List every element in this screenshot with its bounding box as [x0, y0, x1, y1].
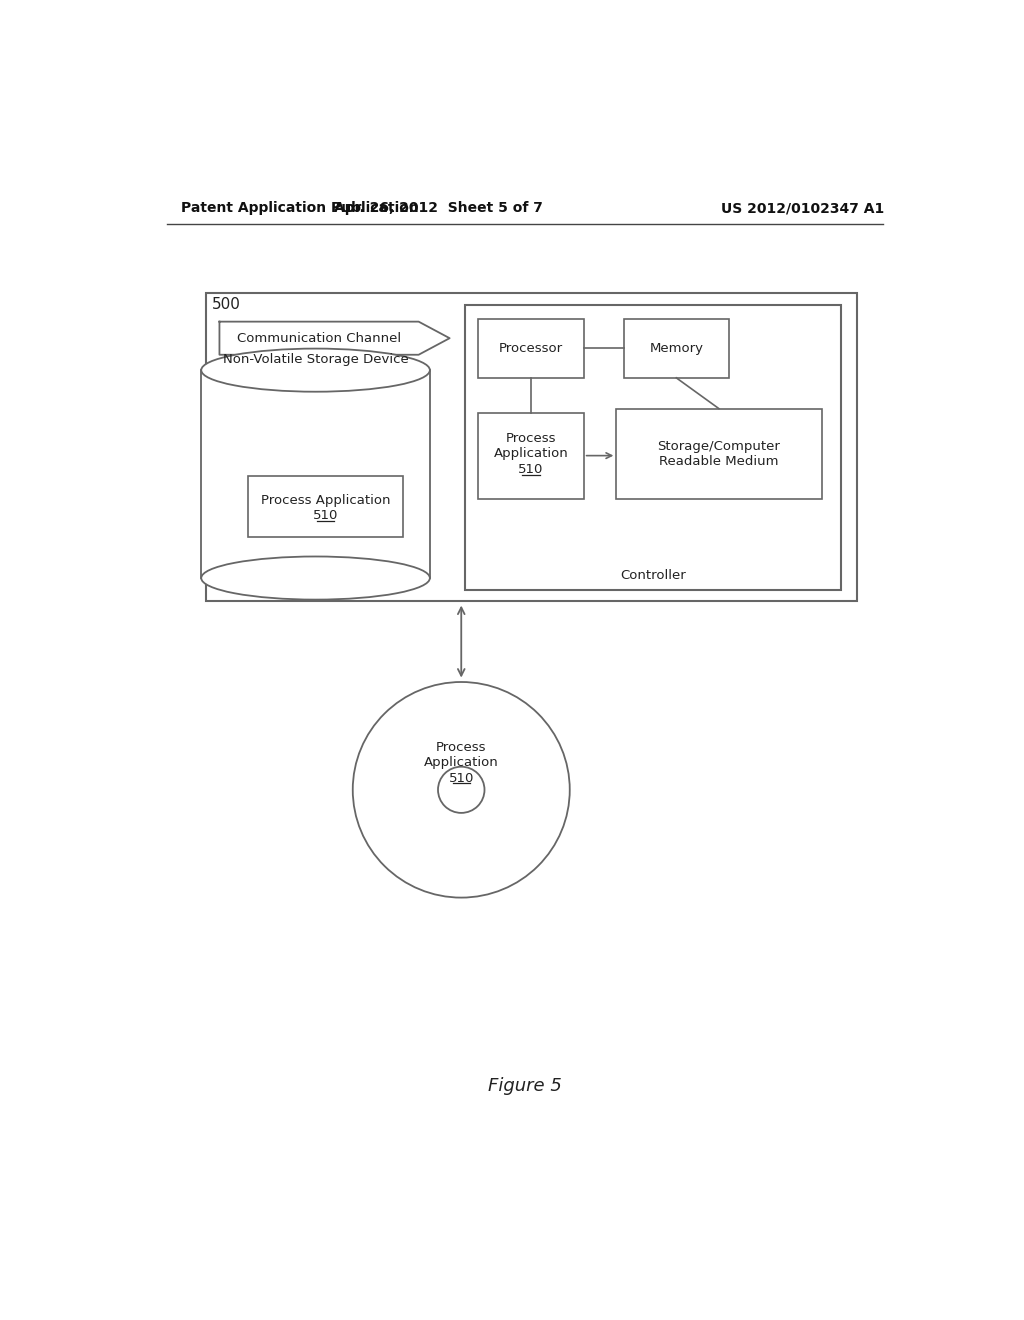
Text: Non-Volatile Storage Device: Non-Volatile Storage Device [222, 354, 409, 367]
Bar [202, 370, 430, 578]
Text: Processor: Processor [499, 342, 563, 355]
Text: 500: 500 [212, 297, 241, 312]
Text: Application: Application [424, 756, 499, 770]
Bar [248, 475, 403, 537]
Text: 510: 510 [313, 510, 338, 523]
Text: Patent Application Publication: Patent Application Publication [180, 202, 419, 215]
Text: Figure 5: Figure 5 [487, 1077, 562, 1096]
Bar [478, 412, 584, 499]
Ellipse shape [202, 348, 430, 392]
Text: 510: 510 [449, 772, 474, 785]
Bar [465, 305, 841, 590]
Text: Memory: Memory [649, 342, 703, 355]
Bar [206, 293, 856, 601]
Text: Process
Application: Process Application [494, 433, 568, 461]
Bar [478, 318, 584, 378]
Text: US 2012/0102347 A1: US 2012/0102347 A1 [721, 202, 884, 215]
Text: Storage/Computer
Readable Medium: Storage/Computer Readable Medium [657, 440, 780, 467]
Circle shape [438, 767, 484, 813]
Text: Apr. 26, 2012  Sheet 5 of 7: Apr. 26, 2012 Sheet 5 of 7 [334, 202, 543, 215]
Text: Process: Process [436, 741, 486, 754]
Bar [624, 318, 729, 378]
Circle shape [352, 682, 569, 898]
Ellipse shape [202, 557, 430, 599]
Text: 510: 510 [518, 463, 544, 477]
Text: Communication Channel: Communication Channel [237, 331, 401, 345]
Text: Controller: Controller [621, 569, 686, 582]
Text: Process Application: Process Application [261, 494, 390, 507]
Bar [616, 409, 821, 499]
